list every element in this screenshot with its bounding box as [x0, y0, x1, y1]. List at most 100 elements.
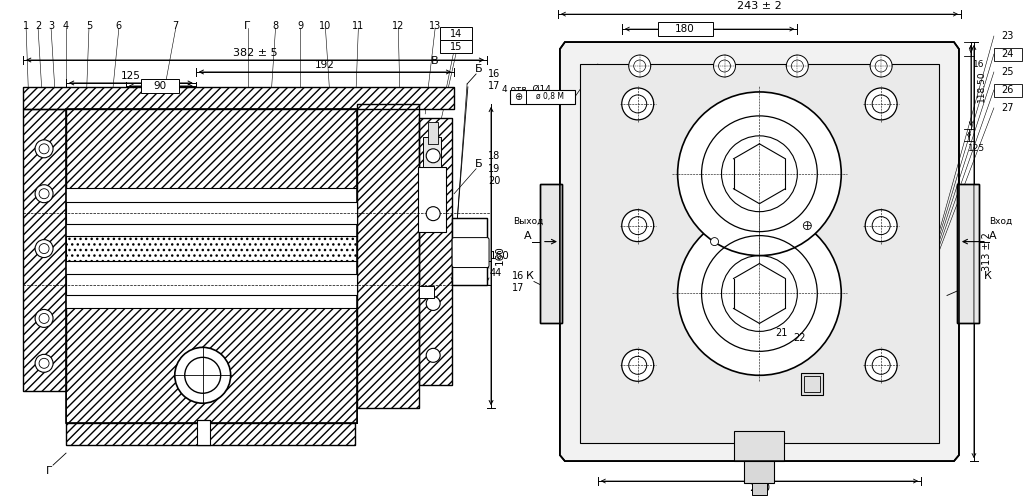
- Text: 10: 10: [319, 21, 332, 31]
- Bar: [540, 184, 562, 323]
- Text: 313 ± 2: 313 ± 2: [982, 232, 992, 271]
- Bar: [66, 261, 357, 308]
- Text: 118.50: 118.50: [978, 70, 986, 102]
- Text: 19: 19: [488, 164, 501, 174]
- Bar: [957, 184, 979, 323]
- Circle shape: [865, 88, 897, 120]
- Text: 17: 17: [512, 284, 524, 293]
- Circle shape: [629, 55, 650, 77]
- Text: 90: 90: [154, 81, 166, 91]
- Text: Выход: Выход: [513, 217, 543, 226]
- Text: 192: 192: [315, 60, 335, 70]
- Bar: [66, 109, 357, 423]
- Text: 13: 13: [429, 21, 441, 31]
- Bar: [957, 184, 979, 323]
- Bar: [66, 109, 357, 189]
- Bar: [540, 184, 562, 323]
- Text: 3: 3: [48, 21, 54, 31]
- Text: 382 ± 5: 382 ± 5: [232, 48, 278, 58]
- Circle shape: [622, 210, 653, 241]
- Text: Вход: Вход: [989, 217, 1012, 226]
- Bar: [510, 90, 574, 104]
- Circle shape: [865, 210, 897, 241]
- Text: 15: 15: [450, 42, 462, 52]
- Bar: [453, 218, 487, 286]
- Circle shape: [35, 185, 53, 203]
- Text: 23: 23: [1001, 31, 1014, 41]
- Circle shape: [622, 88, 653, 120]
- Circle shape: [678, 92, 842, 256]
- Bar: [357, 104, 419, 408]
- Text: 1: 1: [24, 21, 29, 31]
- Text: 160: 160: [495, 245, 505, 266]
- Bar: [24, 87, 454, 109]
- Bar: [66, 308, 357, 423]
- Bar: [657, 22, 713, 36]
- Text: 21: 21: [775, 328, 787, 339]
- Text: 9: 9: [297, 21, 303, 31]
- Circle shape: [678, 212, 842, 375]
- Bar: [744, 461, 774, 483]
- Text: 8: 8: [272, 21, 279, 31]
- Circle shape: [35, 239, 53, 258]
- Bar: [802, 373, 823, 395]
- Bar: [66, 109, 357, 423]
- Circle shape: [786, 55, 808, 77]
- Text: 18: 18: [488, 151, 501, 161]
- Circle shape: [622, 350, 653, 381]
- Text: 24: 24: [1001, 49, 1014, 59]
- Bar: [419, 118, 453, 385]
- Text: 12: 12: [392, 21, 404, 31]
- Circle shape: [35, 140, 53, 158]
- Circle shape: [426, 296, 440, 310]
- Text: 26: 26: [1001, 85, 1014, 95]
- Text: 16: 16: [512, 271, 524, 281]
- Bar: [440, 40, 472, 53]
- Text: 22: 22: [794, 333, 806, 344]
- Circle shape: [35, 354, 53, 372]
- Text: 7: 7: [173, 21, 179, 31]
- Text: 125: 125: [121, 71, 141, 81]
- Bar: [66, 274, 357, 295]
- Bar: [580, 64, 939, 443]
- Circle shape: [865, 350, 897, 381]
- Text: 243 ± 2: 243 ± 2: [737, 1, 781, 11]
- Circle shape: [175, 348, 230, 403]
- Text: 20: 20: [488, 176, 501, 186]
- Text: 16: 16: [973, 59, 985, 68]
- Bar: [419, 287, 434, 298]
- Bar: [66, 202, 357, 224]
- Bar: [24, 87, 454, 109]
- Text: ø 0,8 М: ø 0,8 М: [536, 93, 564, 102]
- Bar: [994, 48, 1022, 61]
- Text: 180: 180: [675, 24, 694, 34]
- Bar: [419, 118, 453, 385]
- Circle shape: [426, 207, 440, 221]
- Bar: [66, 423, 355, 445]
- Text: 25: 25: [1001, 67, 1014, 77]
- Bar: [804, 376, 820, 392]
- Circle shape: [711, 237, 719, 245]
- Text: 14: 14: [450, 29, 462, 39]
- Text: ⊕: ⊕: [514, 92, 522, 102]
- Bar: [734, 431, 784, 461]
- Bar: [66, 188, 357, 235]
- Circle shape: [426, 349, 440, 362]
- Circle shape: [426, 149, 440, 163]
- Text: 160: 160: [490, 250, 510, 261]
- Bar: [141, 79, 179, 93]
- Circle shape: [870, 55, 892, 77]
- Bar: [440, 27, 472, 40]
- Text: 2: 2: [35, 21, 41, 31]
- Text: А: А: [524, 230, 531, 240]
- Text: 125: 125: [969, 144, 985, 153]
- Bar: [24, 109, 66, 391]
- Text: 16: 16: [488, 69, 501, 79]
- Bar: [453, 218, 487, 286]
- Text: 11: 11: [352, 21, 365, 31]
- Text: Г: Г: [245, 21, 251, 31]
- Text: Г: Г: [46, 466, 52, 476]
- Bar: [418, 167, 446, 231]
- Bar: [994, 84, 1022, 97]
- Text: +: +: [803, 221, 812, 231]
